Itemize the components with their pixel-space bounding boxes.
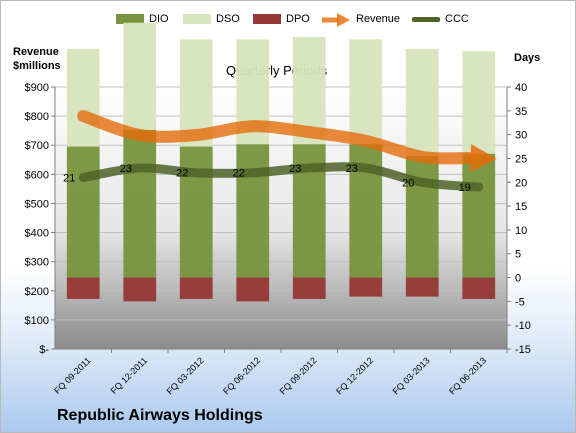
bar-dso [349,39,383,145]
y-left-tick-label: $600 [25,169,49,181]
y-right-tick-label: 10 [515,225,527,237]
bar-dio [462,153,496,278]
legend: DIO DSO DPO Revenue CCC [0,12,576,28]
ccc-data-label: 22 [233,168,245,180]
bar-dio [405,156,439,278]
y-right-title: Days [514,52,541,64]
y-left-tick-label: $900 [25,82,49,94]
y-left-tick-label: $500 [25,198,49,210]
revenue-arrowhead [470,144,497,173]
y-right-tick-label: 25 [515,153,527,165]
bar-dso [462,51,496,154]
y-right-tick-label: -10 [515,320,531,332]
bar-dio [66,146,100,278]
y-left-tick-label: $300 [25,257,49,269]
x-tick-label: FQ 12-2011 [109,355,150,396]
legend-swatch-dso [183,14,211,24]
ccc-data-label: 19 [459,182,471,194]
bar-dso [123,22,157,130]
y-left-title-line1: Revenue [13,46,59,58]
y-left-title-line2: $millions [13,60,61,72]
legend-swatch-ccc [412,17,440,22]
y-right-tick-label: 35 [515,106,527,118]
legend-label-ccc: CCC [445,13,469,25]
y-left-tick-label: $700 [25,140,49,152]
y-right-tick-label: 30 [515,130,527,142]
bar-dpo [292,277,326,299]
y-left-tick-label: $200 [25,286,49,298]
x-tick-label: FQ 09-2012 [278,355,319,396]
company-title: Republic Airways Holdings [57,407,263,424]
bar-dio [123,129,157,278]
bar-dso [66,48,100,147]
y-right-tick-label: 0 [515,273,521,285]
y-left-title: Revenue $millions [13,45,61,73]
bar-series [66,22,496,302]
x-tick-label: FQ 03-2012 [165,355,206,396]
ccc-data-label: 23 [120,163,132,175]
y-left-tick-label: $400 [25,228,49,240]
legend-swatch-dio [116,14,144,24]
x-tick-label: FQ 12-2012 [334,355,375,396]
ccc-data-label: 21 [63,173,75,185]
bar-dpo [405,277,439,297]
bar-dpo [179,277,213,299]
bar-dio [179,146,213,278]
bar-dso [405,48,439,157]
bar-dpo [462,277,496,299]
legend-label-dso: DSO [216,13,240,25]
legend-arrow-icon [322,13,350,27]
legend-label-revenue: Revenue [356,13,401,25]
line-series: 21 23 22 22 23 23 20 19 [63,110,497,194]
bar-dpo [66,277,100,299]
y-right-tick-label: 5 [515,249,521,261]
y-right-tick-label: -15 [515,344,531,356]
x-tick-label: FQ 09-2011 [52,355,93,396]
bar-dio [236,144,270,278]
y-right-tick-label: -5 [515,296,525,308]
bar-dpo [349,277,383,297]
legend-label-dio: DIO [149,13,169,25]
x-tick-label: FQ 06-2012 [221,355,262,396]
ccc-data-label: 23 [289,163,301,175]
x-tick-label: FQ 03-2013 [391,355,432,396]
ccc-data-label: 20 [402,177,414,189]
ccc-data-label: 23 [346,163,358,175]
legend-swatch-dpo [253,14,281,24]
y-right-tick-label: 40 [515,82,527,94]
bar-dpo [123,277,157,302]
x-tick-label: FQ 06-2013 [447,355,488,396]
y-left-tick-label: $800 [25,111,49,123]
legend-label-dpo: DPO [286,13,310,25]
ccc-data-label: 22 [176,168,188,180]
y-left-tick-label: $100 [25,315,49,327]
ccc-line [78,162,484,192]
bar-dpo [236,277,270,302]
y-left-tick-label: $- [39,344,49,356]
revenue-line [77,110,475,165]
y-right-tick-label: 15 [515,201,527,213]
y-right-tick-label: 20 [515,177,527,189]
